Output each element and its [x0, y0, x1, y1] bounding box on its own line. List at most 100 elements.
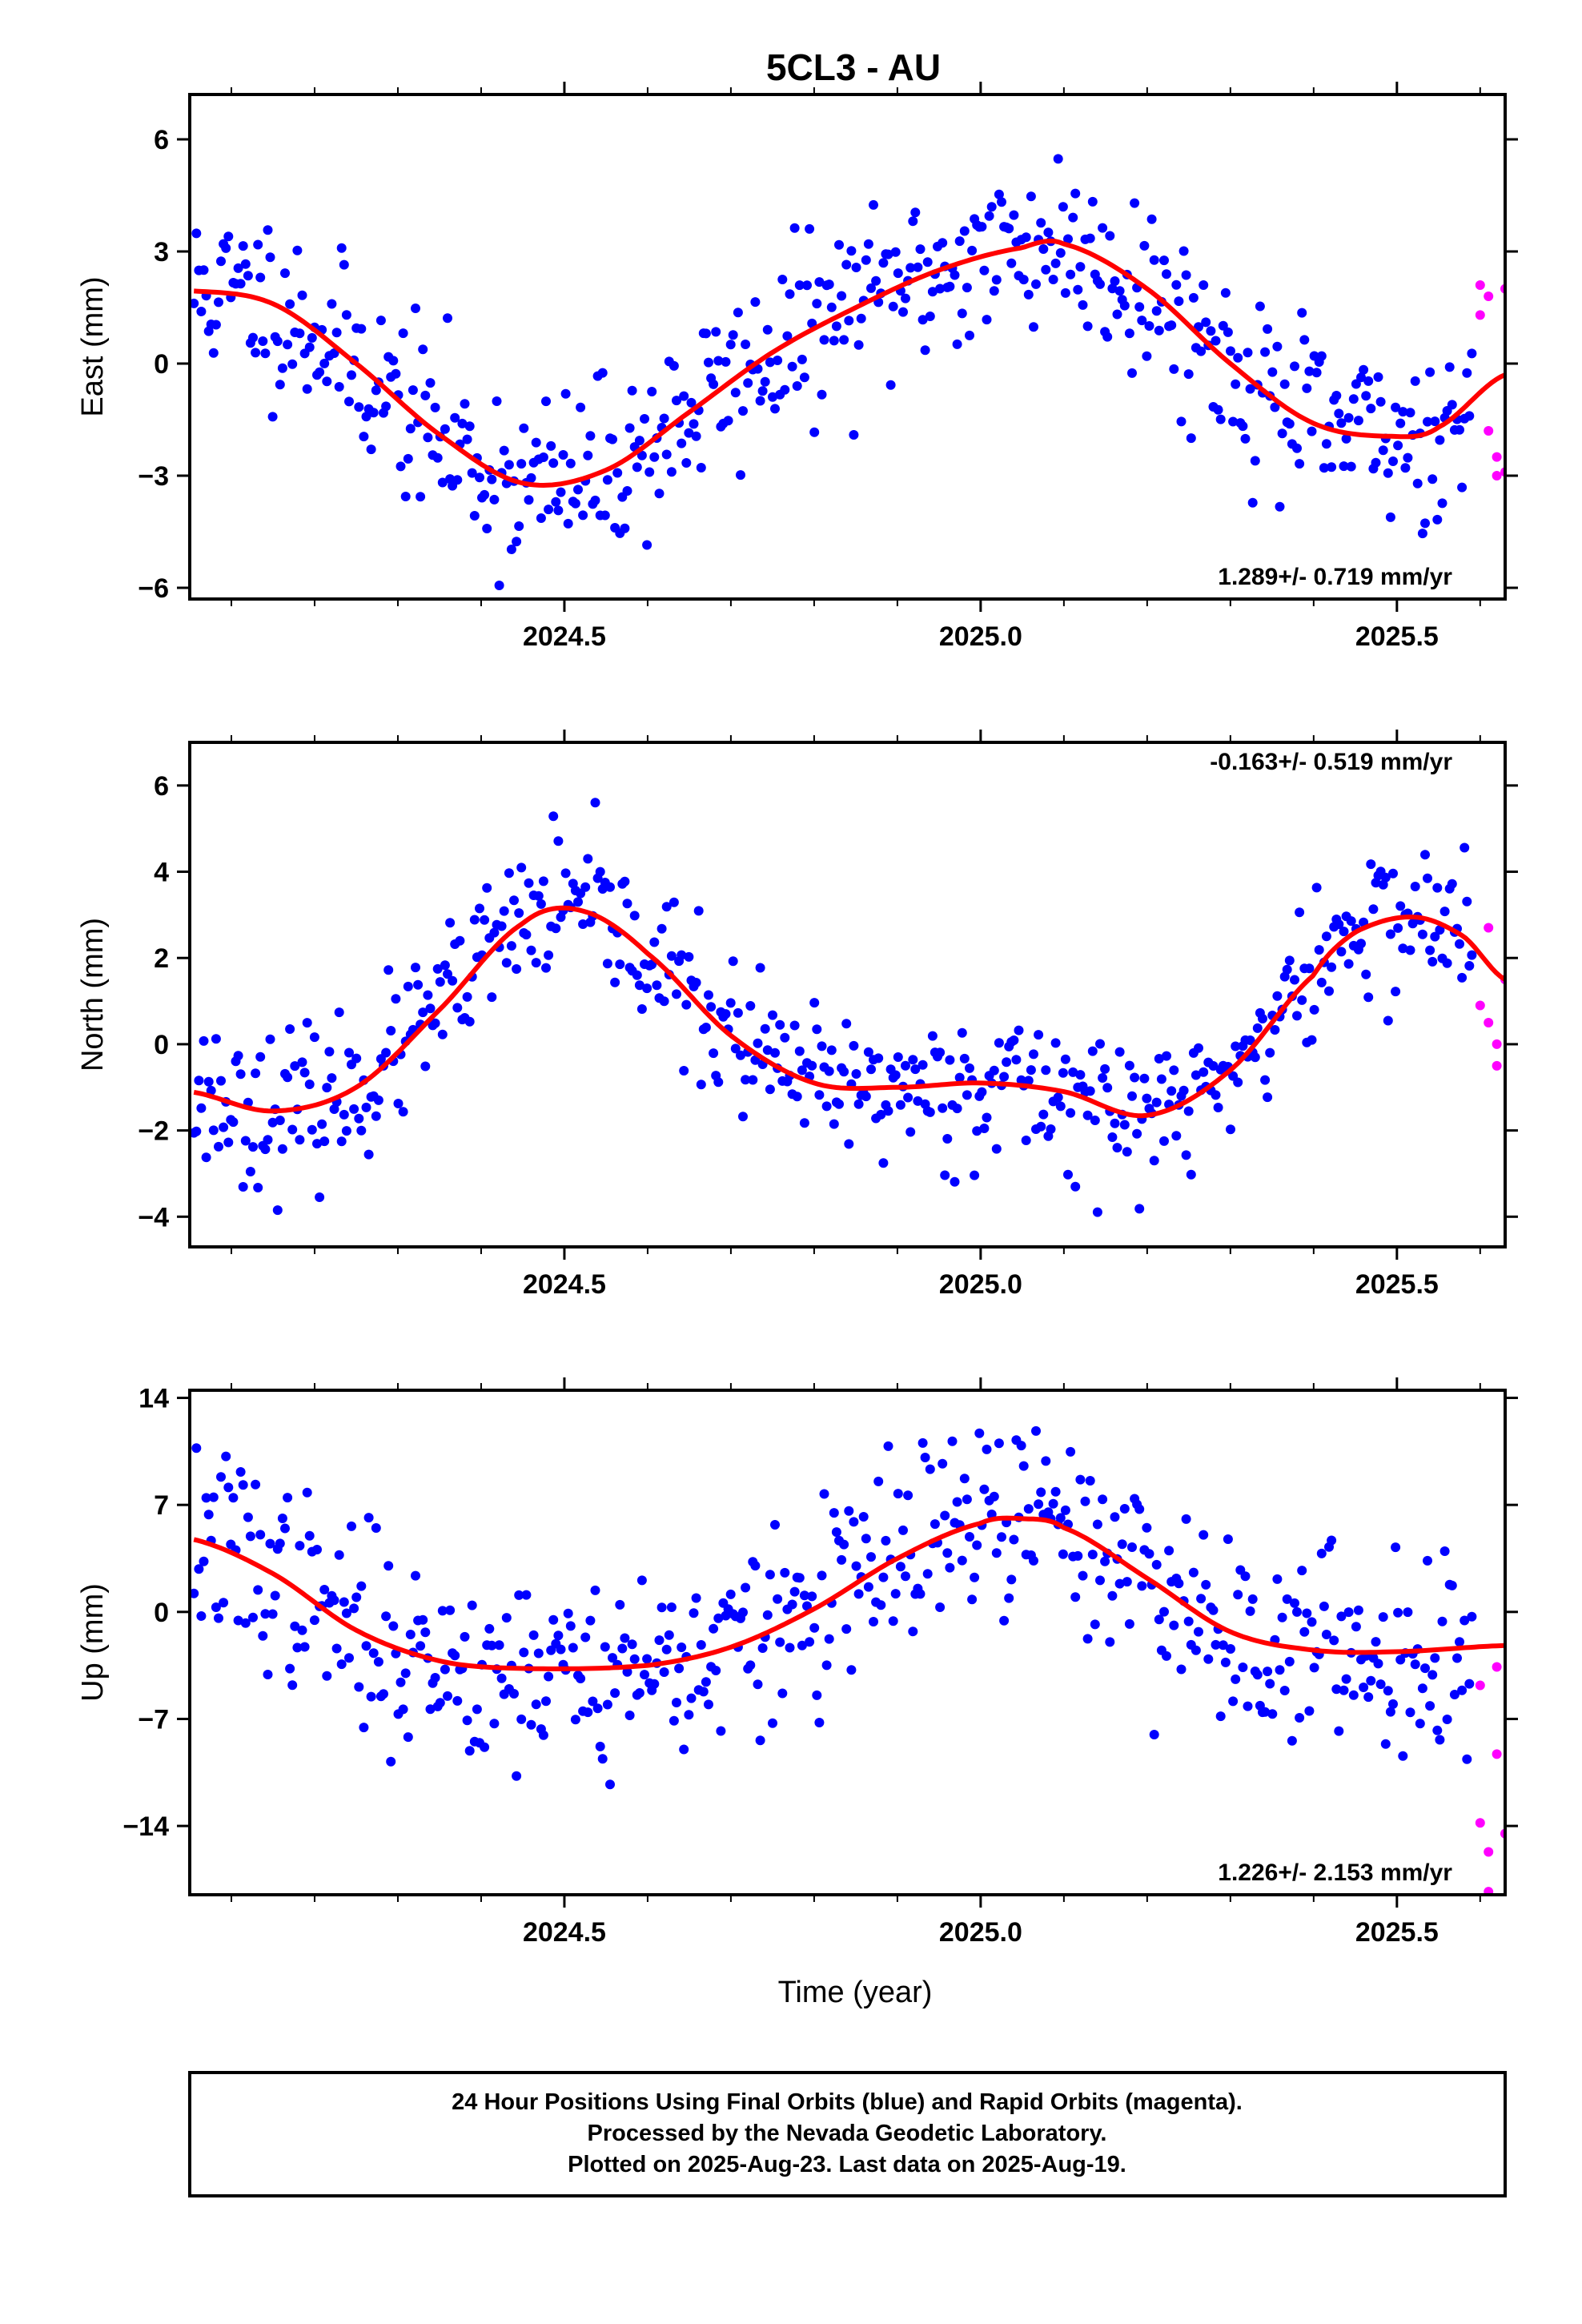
final-orbit-point — [1196, 346, 1207, 356]
final-orbit-point — [1403, 452, 1413, 463]
final-orbit-point — [423, 432, 433, 443]
final-orbit-point — [283, 1072, 293, 1083]
final-orbit-point — [1455, 1637, 1464, 1647]
final-orbit-point — [1341, 433, 1351, 444]
final-orbit-point — [1181, 1514, 1191, 1524]
final-orbit-point — [302, 1018, 312, 1028]
final-orbit-point — [1265, 1679, 1275, 1689]
final-orbit-point — [214, 1613, 223, 1623]
final-orbit-point — [834, 1099, 844, 1109]
panel-frame — [188, 1389, 1507, 1896]
final-orbit-point — [512, 1771, 522, 1781]
final-orbit-point — [263, 225, 273, 235]
final-orbit-point — [403, 981, 413, 991]
final-orbit-point — [826, 1045, 837, 1055]
final-orbit-point — [1410, 1659, 1420, 1670]
final-orbit-point — [1311, 368, 1322, 378]
final-orbit-point — [386, 1756, 396, 1767]
final-orbit-point — [721, 1009, 731, 1019]
final-orbit-point — [738, 406, 748, 416]
final-orbit-point — [1388, 456, 1398, 466]
final-orbit-point — [908, 1055, 918, 1065]
final-orbit-point — [1327, 1535, 1337, 1546]
final-orbit-point — [1245, 1035, 1255, 1045]
final-orbit-point — [1164, 1546, 1174, 1556]
final-orbit-point — [858, 1512, 869, 1522]
final-orbit-point — [1130, 1072, 1140, 1083]
final-orbit-point — [277, 1144, 287, 1154]
final-orbit-point — [615, 1599, 625, 1610]
final-orbit-point — [235, 1069, 246, 1080]
final-orbit-point — [743, 378, 753, 388]
final-orbit-point — [1371, 878, 1381, 888]
final-orbit-point — [1260, 347, 1271, 357]
final-orbit-point — [883, 249, 893, 259]
final-orbit-point — [807, 1060, 817, 1071]
final-orbit-point — [1078, 300, 1088, 310]
final-orbit-point — [967, 245, 978, 255]
final-orbit-point — [873, 1053, 884, 1063]
final-orbit-point — [1050, 1486, 1061, 1497]
final-orbit-point — [290, 1061, 300, 1072]
final-orbit-point — [696, 1080, 706, 1090]
final-orbit-point — [1277, 428, 1287, 439]
final-orbit-point — [1467, 1611, 1477, 1622]
final-orbit-point — [977, 1087, 987, 1097]
final-orbit-point — [721, 356, 731, 367]
final-orbit-point — [544, 950, 554, 960]
final-orbit-point — [866, 1552, 876, 1562]
final-orbit-point — [1302, 1608, 1312, 1618]
final-orbit-point — [1206, 326, 1216, 336]
final-orbit-point — [851, 1069, 861, 1079]
final-orbit-point — [1373, 1659, 1383, 1669]
final-orbit-point — [1449, 1690, 1460, 1699]
final-orbit-point — [1162, 1051, 1171, 1061]
final-orbit-point — [728, 956, 738, 967]
final-orbit-point — [627, 1639, 637, 1650]
final-orbit-point — [624, 1711, 635, 1720]
final-orbit-point — [1329, 1635, 1339, 1646]
final-orbit-point — [1100, 1556, 1110, 1566]
final-orbit-point — [713, 1613, 724, 1623]
final-orbit-point — [565, 1621, 576, 1631]
final-orbit-point — [235, 279, 246, 289]
final-orbit-point — [400, 1668, 411, 1679]
final-orbit-point — [672, 989, 681, 999]
final-orbit-point — [339, 1109, 349, 1120]
final-orbit-point — [253, 1585, 263, 1595]
final-orbit-point — [1169, 1065, 1179, 1076]
final-orbit-point — [494, 1640, 504, 1651]
final-orbit-point — [531, 1699, 541, 1710]
final-orbit-point — [821, 1660, 832, 1671]
final-orbit-point — [1018, 1461, 1029, 1471]
final-orbit-point — [780, 384, 790, 395]
final-orbit-point — [1154, 1614, 1164, 1625]
final-orbit-point — [777, 275, 788, 284]
footer-line-1: 24 Hour Positions Using Final Orbits (bl… — [452, 2089, 1243, 2115]
rapid-orbit-point — [1492, 1060, 1502, 1071]
final-orbit-point — [913, 262, 923, 272]
final-orbit-point — [1063, 234, 1073, 244]
final-orbit-point — [863, 1047, 873, 1057]
final-orbit-point — [1105, 231, 1115, 241]
final-orbit-point — [583, 1707, 593, 1718]
y-tick-label: −7 — [138, 1704, 169, 1735]
final-orbit-point — [826, 302, 837, 312]
final-orbit-point — [1307, 1617, 1317, 1627]
final-orbit-point — [531, 437, 541, 448]
final-orbit-point — [1055, 1101, 1066, 1112]
final-orbit-point — [610, 977, 620, 987]
final-orbit-point — [1085, 233, 1095, 243]
final-orbit-point — [248, 1142, 258, 1152]
final-orbit-point — [1134, 1204, 1145, 1214]
final-orbit-point — [1378, 1612, 1388, 1622]
final-orbit-point — [888, 1616, 898, 1626]
final-orbit-point — [837, 1554, 847, 1565]
final-orbit-point — [890, 247, 901, 257]
y-tick-label: −2 — [138, 1116, 169, 1147]
final-orbit-point — [251, 1068, 261, 1079]
final-orbit-point — [684, 428, 694, 438]
final-orbit-point — [381, 401, 391, 412]
final-orbit-point — [853, 1099, 864, 1109]
final-orbit-point — [526, 1719, 536, 1730]
